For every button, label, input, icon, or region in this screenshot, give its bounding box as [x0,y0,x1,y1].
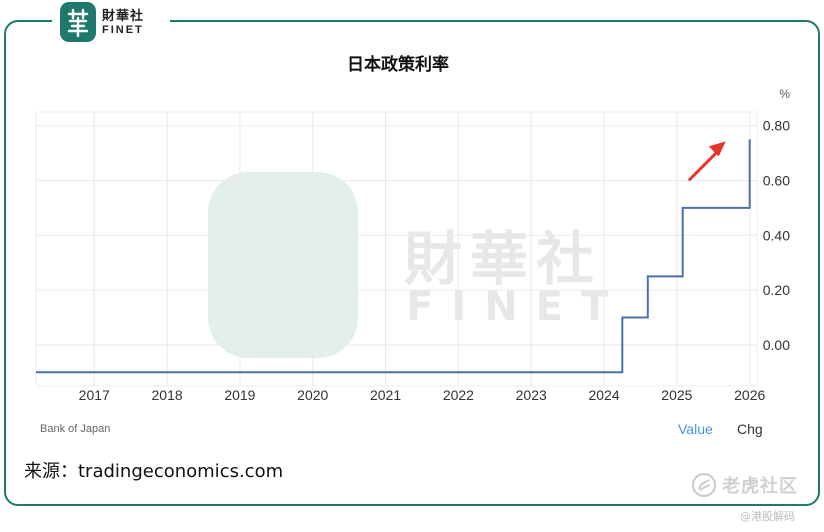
y-tick-label: 0.60 [763,173,790,189]
tiger-handle: @港股解码 [740,510,795,523]
x-tick-label: 2024 [588,387,619,403]
x-tick-label: 2025 [661,387,692,403]
tiger-logo-icon [692,473,716,497]
series-line [36,139,751,374]
source-credit: 来源：tradingeconomics.com [24,461,284,482]
y-tick-label: 0.40 [763,227,790,243]
x-tick-label: 2017 [79,387,110,403]
x-tick-label: 2019 [224,387,255,403]
chart-title: 日本政策利率 [347,55,449,75]
y-tick-label: 0.80 [763,118,790,134]
x-tick-label: 2022 [443,387,474,403]
tiger-community-watermark: 老虎社区 [692,472,798,498]
annotation-arrow-head [708,141,726,157]
legend-chg-tab[interactable]: Chg [737,421,763,437]
y-unit-label: % [779,87,790,101]
y-tick-label: 0.20 [763,282,790,298]
x-tick-label: 2021 [370,387,401,403]
x-tick-label: 2018 [152,387,183,403]
brand-name-en: FINET [102,23,144,36]
x-tick-label: 2023 [516,387,547,403]
plot-area [35,111,758,387]
finet-logo: 財華社 FINET [52,0,170,44]
tiger-community-label: 老虎社区 [722,476,798,497]
x-tick-label: 2020 [297,387,328,403]
brand-name-cn: 財華社 [102,7,145,23]
legend-value-tab[interactable]: Value [678,421,713,437]
x-tick-label: 2026 [734,387,765,403]
annotation-arrow-shaft [688,147,722,181]
y-tick-label: 0.00 [763,337,790,353]
finet-badge-icon [60,2,96,42]
chart-source: Bank of Japan [40,423,111,435]
chart-frame [4,20,820,506]
